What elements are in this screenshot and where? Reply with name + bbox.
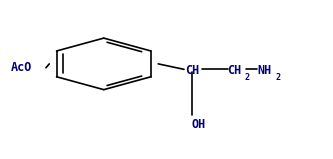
Text: AcO: AcO bbox=[11, 61, 33, 74]
Text: 2: 2 bbox=[244, 73, 249, 82]
Text: CH: CH bbox=[227, 64, 242, 77]
Text: 2: 2 bbox=[275, 73, 281, 82]
Text: CH: CH bbox=[185, 64, 199, 77]
Text: NH: NH bbox=[257, 64, 271, 77]
Text: OH: OH bbox=[191, 118, 205, 131]
